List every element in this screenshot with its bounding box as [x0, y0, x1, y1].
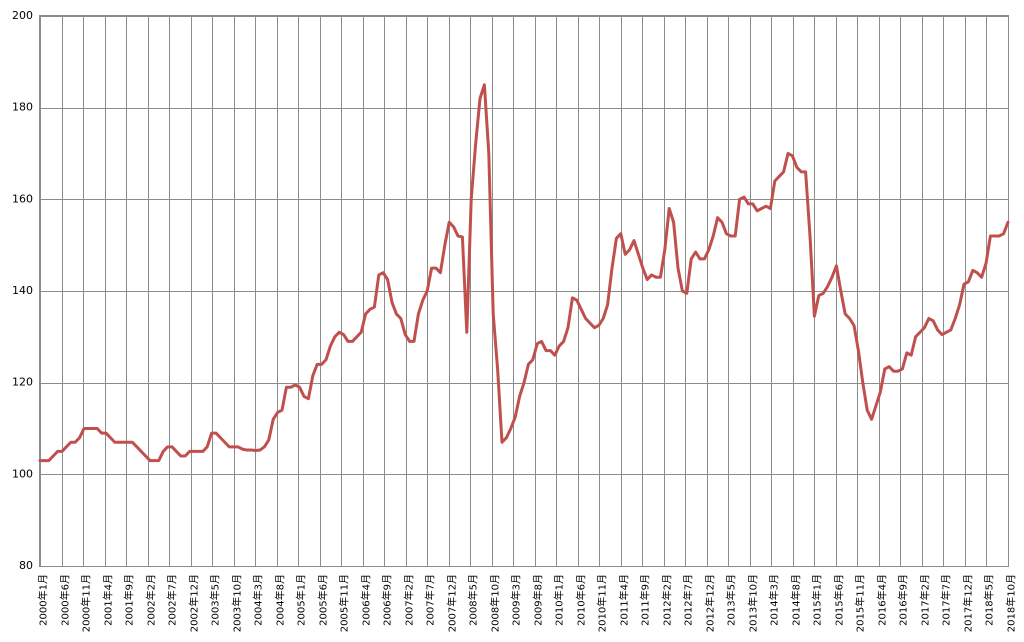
x-tick-label: 2004年3月: [252, 574, 265, 626]
y-tick-label: 200: [12, 9, 33, 22]
x-tick-label: 2002年7月: [166, 574, 179, 626]
y-axis-tick-labels: 80 100 120 140 160 180 200: [12, 9, 33, 572]
x-tick-label: 2010年11月: [596, 574, 609, 632]
x-tick-label: 2018年10月: [1005, 574, 1018, 632]
x-tick-label: 2011年9月: [639, 574, 652, 626]
x-tick-label: 2007年7月: [424, 574, 437, 626]
x-tick-label: 2003年10月: [231, 574, 244, 632]
y-tick-label: 160: [12, 192, 33, 205]
x-tick-label: 2005年11月: [338, 574, 351, 632]
x-tick-label: 2003年5月: [209, 574, 222, 626]
x-tick-label: 2004年8月: [274, 574, 287, 626]
x-tick-label: 2017年2月: [919, 574, 932, 626]
x-tick-label: 2006年4月: [360, 574, 373, 626]
x-tick-label: 2010年1月: [553, 574, 566, 626]
x-tick-label: 2013年10月: [747, 574, 760, 632]
x-tick-label: 2002年12月: [188, 574, 201, 632]
x-tick-label: 2000年11月: [80, 574, 93, 632]
x-tick-label: 2009年8月: [532, 574, 545, 626]
x-tick-label: 2001年4月: [102, 574, 115, 626]
x-tick-label: 2010年6月: [575, 574, 588, 626]
x-tick-label: 2001年9月: [123, 574, 136, 626]
y-tick-label: 180: [12, 101, 33, 114]
x-tick-label: 2006年9月: [381, 574, 394, 626]
x-tick-label: 2000年6月: [59, 574, 72, 626]
gridlines: [40, 16, 1009, 567]
x-tick-label: 2012年12月: [704, 574, 717, 632]
x-tick-label: 2000年1月: [37, 574, 50, 626]
y-tick-label: 100: [12, 467, 33, 480]
series-group: [38, 83, 1010, 463]
x-tick-label: 2011年4月: [618, 574, 631, 626]
x-tick-label: 2015年11月: [854, 574, 867, 632]
x-tick-label: 2015年6月: [833, 574, 846, 626]
x-tick-label: 2005年6月: [317, 574, 330, 626]
x-tick-label: 2007年12月: [446, 574, 459, 632]
x-tick-label: 2008年10月: [489, 574, 502, 632]
y-tick-label: 140: [12, 284, 33, 297]
x-tick-label: 2017年7月: [940, 574, 953, 626]
x-tick-label: 2013年5月: [725, 574, 738, 626]
plot-area-border: [39, 15, 1009, 567]
x-tick-label: 2012年2月: [661, 574, 674, 626]
x-tick-label: 2018年5月: [983, 574, 996, 626]
x-tick-label: 2014年3月: [768, 574, 781, 626]
x-tick-label: 2008年5月: [467, 574, 480, 626]
x-tick-label: 2007年2月: [403, 574, 416, 626]
x-tick-label: 2009年3月: [510, 574, 523, 626]
y-tick-label: 120: [12, 376, 33, 389]
x-tick-label: 2015年1月: [811, 574, 824, 626]
y-tick-label: 80: [19, 559, 33, 572]
x-axis-tick-labels: 2000年1月 2000年6月 2000年11月 2001年4月 2001年9月 2002…: [37, 574, 1018, 632]
x-tick-label: 2016年9月: [897, 574, 910, 626]
x-tick-label: 2012年7月: [682, 574, 695, 626]
series-line: [38, 83, 1010, 463]
x-tick-label: 2014年8月: [790, 574, 803, 626]
x-tick-label: 2005年1月: [295, 574, 308, 626]
x-tick-label: 2002年2月: [145, 574, 158, 626]
x-tick-label: 2017年12月: [962, 574, 975, 632]
x-tick-label: 2016年4月: [876, 574, 889, 626]
